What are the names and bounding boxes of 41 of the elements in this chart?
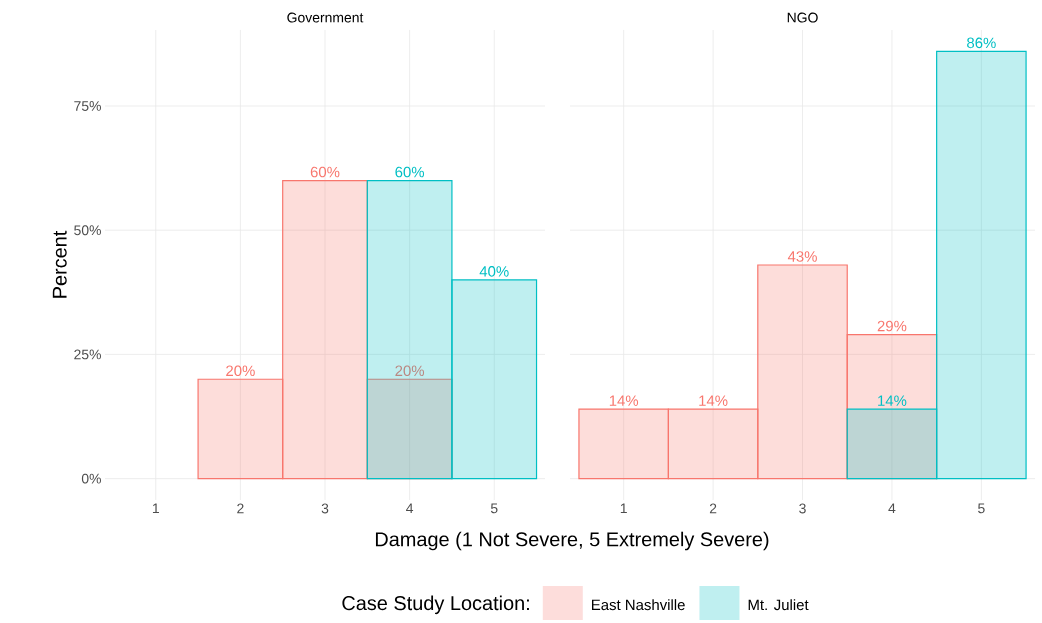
x-tick-label: 1	[152, 503, 159, 513]
bar	[757, 264, 848, 480]
data-label: 40%	[479, 265, 509, 277]
bar	[936, 50, 1027, 480]
data-label: 14%	[878, 395, 907, 406]
y-tick-label: 0%	[81, 473, 101, 484]
y-tick-label: 75%	[74, 100, 101, 111]
x-axis-title: Damage (1 Not Severe, 5 Extremely Severe)	[375, 531, 769, 551]
bar	[578, 408, 669, 480]
x-tick-label: 4	[406, 503, 414, 513]
data-label: 43%	[787, 251, 817, 262]
x-tick-label: 4	[888, 503, 896, 513]
legend-label: Mt. Juliet	[748, 599, 809, 610]
chart-title: Government	[287, 12, 364, 23]
data-label: 14%	[699, 395, 728, 406]
bar	[366, 179, 453, 480]
y-axis-title: Percent	[52, 230, 67, 298]
bar	[282, 179, 368, 480]
bar	[667, 408, 759, 480]
x-tick-label: 3	[799, 503, 806, 514]
chart-title: NGO	[787, 12, 818, 23]
bar	[451, 279, 538, 480]
x-tick-label: 5	[490, 503, 498, 514]
y-tick-label: 25%	[74, 349, 101, 360]
legend-label: East Nashville	[592, 599, 685, 610]
x-tick-label: 2	[237, 503, 244, 514]
x-tick-label: 3	[321, 503, 329, 514]
data-label: 29%	[877, 320, 907, 332]
x-tick-label: 2	[709, 503, 717, 514]
legend-title: Case Study Location:	[342, 595, 529, 614]
y-tick-label: 50%	[74, 225, 101, 235]
bar	[197, 378, 284, 480]
data-label: 20%	[226, 365, 255, 376]
data-label: 14%	[609, 395, 639, 406]
data-label: 86%	[967, 37, 996, 48]
data-label: 60%	[310, 166, 340, 178]
data-label: 60%	[395, 166, 425, 178]
bar	[846, 408, 938, 480]
data-label: 20%	[395, 365, 425, 376]
x-tick-label: 1	[620, 503, 627, 513]
x-tick-label: 5	[978, 503, 985, 514]
